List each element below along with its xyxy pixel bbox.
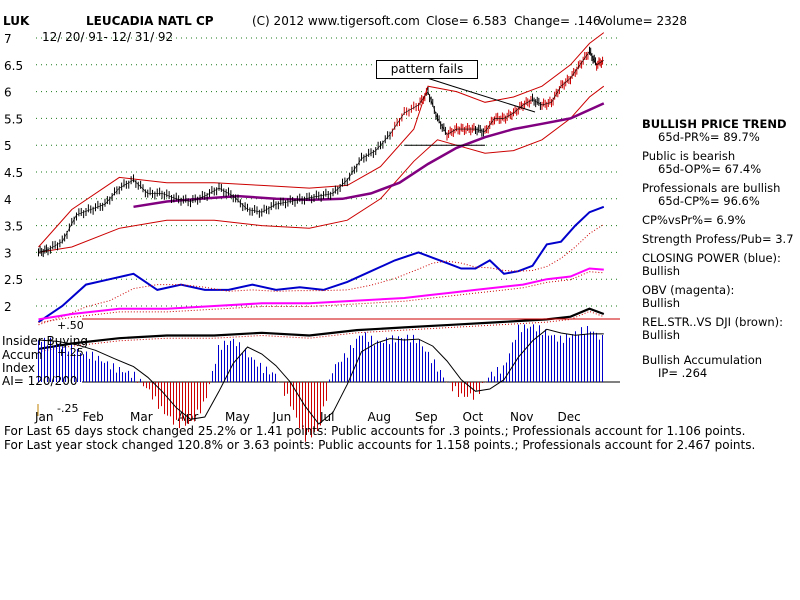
copyright: (C) 2012 www.tigersoft.com bbox=[252, 14, 420, 28]
ip-value: IP= .264 bbox=[658, 366, 708, 380]
y-tick-label: 2.5 bbox=[4, 273, 23, 287]
pr-value: 65d-PR%= 89.7% bbox=[658, 130, 760, 144]
change-value: Change= .146 bbox=[514, 14, 601, 28]
closing-power-ma bbox=[38, 223, 605, 326]
strength-value: Strength Profess/Pub= 3.7 bbox=[642, 232, 794, 246]
annotation-arrow-tail bbox=[451, 85, 536, 113]
y-tick-label: 4.5 bbox=[4, 166, 23, 180]
y-tick-label: 5.5 bbox=[4, 112, 23, 126]
y-tick-label: 2 bbox=[4, 300, 12, 314]
index-label: Index bbox=[2, 361, 36, 375]
accum-plus25-label: +.25 bbox=[57, 346, 84, 359]
y-tick-label: 6.5 bbox=[4, 59, 23, 73]
x-tick-label: Jun bbox=[272, 410, 292, 424]
cpvspr-value: CP%vsPr%= 6.9% bbox=[642, 213, 746, 227]
lower-band-line bbox=[38, 85, 605, 253]
x-tick-label: Feb bbox=[83, 410, 104, 424]
relative-strength-ma bbox=[38, 310, 604, 353]
obv-ma bbox=[38, 271, 604, 324]
trend-heading: BULLISH PRICE TREND bbox=[642, 117, 787, 131]
accum-plus50-label: +.50 bbox=[57, 319, 84, 332]
x-tick-label: Nov bbox=[510, 410, 533, 424]
accum-minus25-label: -.25 bbox=[57, 402, 79, 415]
moving-average-line bbox=[133, 102, 605, 209]
company-name: LEUCADIA NATL CP bbox=[86, 14, 214, 28]
x-tick-label: Mar bbox=[130, 410, 153, 424]
public-status: Public is bearish bbox=[642, 149, 736, 163]
close-value: Close= 6.583 bbox=[426, 14, 507, 28]
relstr-label: REL.STR..VS DJI (brown): bbox=[642, 315, 784, 329]
x-tick-label: Dec bbox=[558, 410, 581, 424]
obv-line bbox=[38, 267, 604, 321]
upper-band-line bbox=[38, 32, 605, 248]
ticker: LUK bbox=[3, 14, 30, 28]
y-tick-label: 7 bbox=[4, 32, 12, 46]
cp-value: 65d-CP%= 96.6% bbox=[658, 194, 760, 208]
y-tick-label: 3.5 bbox=[4, 220, 23, 234]
footer-year: For Last year stock changed 120.8% or 3.… bbox=[4, 438, 756, 452]
accum-label: Accum bbox=[2, 348, 43, 362]
y-tick-label: 6 bbox=[4, 86, 12, 100]
insider-buying-label: Insider Buying bbox=[2, 334, 88, 348]
ai-label: AI= 120/200 bbox=[2, 374, 78, 388]
accumulation-status: Bullish Accumulation bbox=[642, 353, 763, 367]
footer-65day: For Last 65 days stock changed 25.2% or … bbox=[4, 424, 746, 438]
closing-power-line bbox=[37, 205, 605, 323]
obv-status: Bullish bbox=[642, 296, 681, 310]
x-tick-label: Sep bbox=[415, 410, 438, 424]
pros-status: Professionals are bullish bbox=[642, 181, 781, 195]
x-tick-label: May bbox=[225, 410, 250, 424]
x-tick-label: Aug bbox=[368, 410, 391, 424]
price-line bbox=[38, 50, 604, 253]
op-value: 65d-OP%= 67.4% bbox=[658, 162, 762, 176]
obv-label: OBV (magenta): bbox=[642, 283, 735, 297]
y-tick-label: 5 bbox=[4, 139, 12, 153]
y-tick-label: 3 bbox=[4, 246, 12, 260]
accum-ma-line bbox=[38, 328, 604, 425]
summary-panel: BULLISH PRICE TREND 65d-PR%= 89.7% Publi… bbox=[642, 118, 800, 380]
date-range: 12/ 20/ 91- 12/ 31/ 92 bbox=[42, 30, 174, 44]
pattern-fails-annotation: pattern fails bbox=[376, 60, 478, 79]
closing-power-status: Bullish bbox=[642, 264, 681, 278]
closing-power-label: CLOSING POWER (blue): bbox=[642, 251, 781, 265]
relstr-status: Bullish bbox=[642, 328, 681, 342]
y-tick-label: 4 bbox=[4, 193, 12, 207]
x-tick-label: Jan bbox=[34, 410, 54, 424]
x-tick-label: Oct bbox=[463, 410, 484, 424]
volume-value: Volume= 2328 bbox=[598, 14, 688, 28]
annotation-arrow bbox=[426, 77, 453, 87]
relative-strength-line bbox=[38, 307, 605, 350]
